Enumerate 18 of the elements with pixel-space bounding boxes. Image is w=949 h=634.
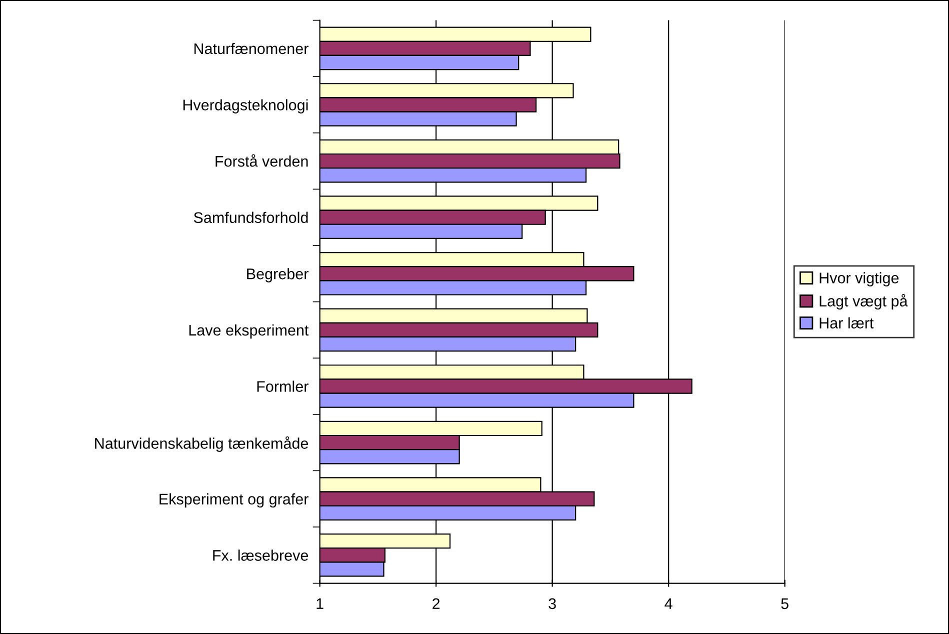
y-tick-label: Begreber bbox=[247, 268, 308, 282]
x-tick-label: 4 bbox=[664, 598, 672, 609]
x-tick-label: 1 bbox=[316, 598, 324, 609]
legend-label: Hvor vigtige bbox=[820, 272, 899, 286]
y-tick-label: Lave eksperiment bbox=[189, 324, 309, 339]
y-tick-label: Naturfænomener bbox=[194, 42, 308, 54]
y-tick-label: Naturvidenskabelig tænkemåde bbox=[95, 436, 308, 452]
legend-label: Har lært bbox=[820, 317, 874, 328]
x-tick-label: 5 bbox=[781, 598, 788, 610]
legend-label: Lagt vægt på bbox=[820, 294, 908, 310]
y-tick-label: Eksperiment og grafer bbox=[160, 493, 308, 508]
y-tick-label: Forstå verden bbox=[216, 154, 308, 167]
x-tick-label: 2 bbox=[432, 598, 440, 609]
x-tick-label: 3 bbox=[548, 598, 556, 610]
y-tick-label: Samfundsforhold bbox=[194, 212, 308, 224]
y-tick-label: Hverdagsteknologi bbox=[183, 99, 308, 114]
y-tick-label: Formler bbox=[257, 380, 308, 392]
y-tick-label: Fx. læsebreve bbox=[213, 550, 308, 561]
